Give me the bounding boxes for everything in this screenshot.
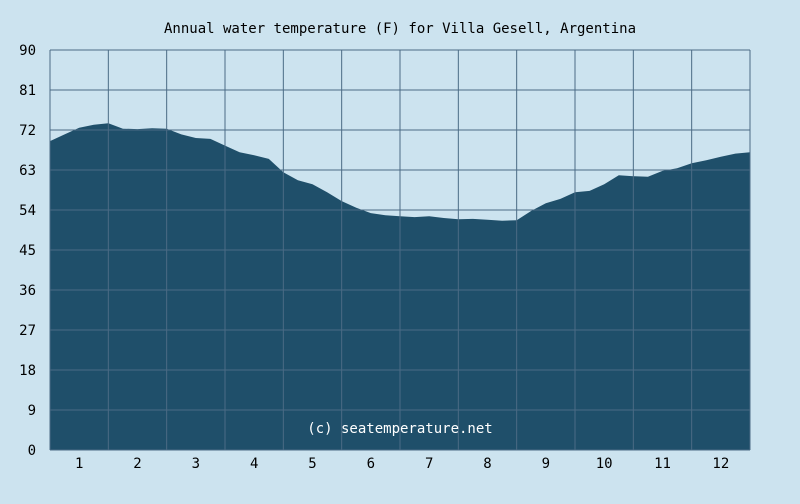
x-tick-label: 9 xyxy=(542,456,550,472)
x-tick-label: 4 xyxy=(250,456,258,472)
y-tick-label: 90 xyxy=(19,43,36,59)
y-tick-label: 18 xyxy=(19,363,36,379)
y-tick-label: 81 xyxy=(19,83,36,99)
y-tick-label: 0 xyxy=(28,443,36,459)
chart-title: Annual water temperature (F) for Villa G… xyxy=(164,21,636,37)
y-tick-label: 36 xyxy=(19,283,36,299)
x-tick-label: 7 xyxy=(425,456,433,472)
watermark-text: (c) seatemperature.net xyxy=(307,421,492,437)
x-tick-label: 3 xyxy=(192,456,200,472)
y-tick-label: 63 xyxy=(19,163,36,179)
y-tick-label: 54 xyxy=(19,203,36,219)
y-tick-label: 9 xyxy=(28,403,36,419)
x-tick-label: 8 xyxy=(483,456,491,472)
x-tick-label: 2 xyxy=(133,456,141,472)
x-tick-label: 6 xyxy=(367,456,375,472)
x-tick-label: 5 xyxy=(308,456,316,472)
x-tick-label: 11 xyxy=(654,456,671,472)
y-tick-label: 72 xyxy=(19,123,36,139)
y-axis-tick-labels: 0 9 18 27 36 45 54 63 72 81 90 xyxy=(19,43,36,459)
x-tick-label: 12 xyxy=(712,456,729,472)
x-tick-label: 10 xyxy=(596,456,613,472)
y-tick-label: 27 xyxy=(19,323,36,339)
x-tick-label: 1 xyxy=(75,456,83,472)
y-tick-label: 45 xyxy=(19,243,36,259)
x-axis-tick-labels: 1 2 3 4 5 6 7 8 9 10 11 12 xyxy=(75,456,729,472)
grid-lines xyxy=(49,49,751,451)
